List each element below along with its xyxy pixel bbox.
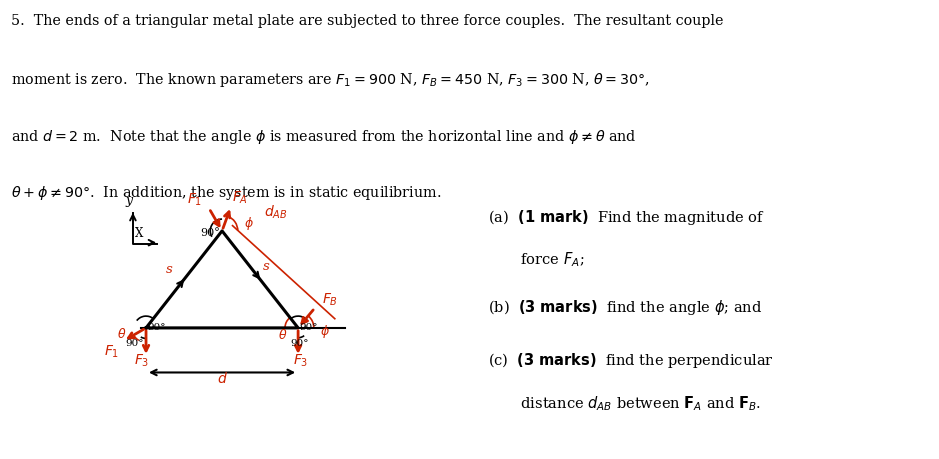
Text: $\phi$: $\phi$: [320, 323, 331, 340]
Text: force $F_A$;: force $F_A$;: [488, 250, 585, 269]
Text: X: X: [135, 227, 144, 240]
Text: and $d = 2$ m.  Note that the angle $\phi$ is measured from the horizontal line : and $d = 2$ m. Note that the angle $\phi…: [11, 127, 637, 145]
Text: distance $d_{AB}$ between $\mathbf{F}_A$ and $\mathbf{F}_B$.: distance $d_{AB}$ between $\mathbf{F}_A$…: [488, 393, 762, 412]
Text: $F_B$: $F_B$: [321, 291, 338, 307]
Text: $\theta + \phi \neq 90°$.  In addition, the system is in static equilibrium.: $\theta + \phi \neq 90°$. In addition, t…: [11, 184, 441, 202]
Text: $F_A$: $F_A$: [232, 189, 248, 206]
Text: $F_3$: $F_3$: [293, 352, 308, 368]
Text: 90°: 90°: [147, 323, 166, 331]
Text: $d$: $d$: [217, 370, 227, 385]
Text: $F_1$: $F_1$: [187, 191, 203, 207]
Text: (c)  $\mathbf{(3\ marks)}$  find the perpendicular: (c) $\mathbf{(3\ marks)}$ find the perpe…: [488, 350, 774, 369]
Text: $F_3$: $F_3$: [134, 352, 150, 368]
Text: moment is zero.  The known parameters are $F_1 = 900$ N, $F_B = 450$ N, $F_3 = 3: moment is zero. The known parameters are…: [11, 71, 650, 89]
Text: (b)  $\mathbf{(3\ marks)}$  find the angle $\phi$; and: (b) $\mathbf{(3\ marks)}$ find the angle…: [488, 298, 762, 317]
Text: 5.  The ends of a triangular metal plate are subjected to three force couples.  : 5. The ends of a triangular metal plate …: [11, 14, 724, 28]
Text: $d_{AB}$: $d_{AB}$: [264, 203, 287, 220]
Text: $\theta$: $\theta$: [279, 328, 288, 341]
Text: s: s: [263, 259, 270, 272]
Text: 90°: 90°: [125, 338, 144, 347]
Text: $\phi$: $\phi$: [244, 214, 254, 231]
Text: 90°: 90°: [200, 227, 220, 237]
Text: $\theta$: $\theta$: [117, 326, 127, 340]
Text: y: y: [126, 194, 132, 207]
Text: (a)  $\mathbf{(1\ mark)}$  Find the magnitude of: (a) $\mathbf{(1\ mark)}$ Find the magnit…: [488, 207, 765, 226]
Text: $F_1$: $F_1$: [104, 342, 119, 359]
Text: 90°: 90°: [290, 338, 309, 347]
Text: 90°: 90°: [300, 323, 318, 331]
Text: s: s: [166, 262, 173, 275]
